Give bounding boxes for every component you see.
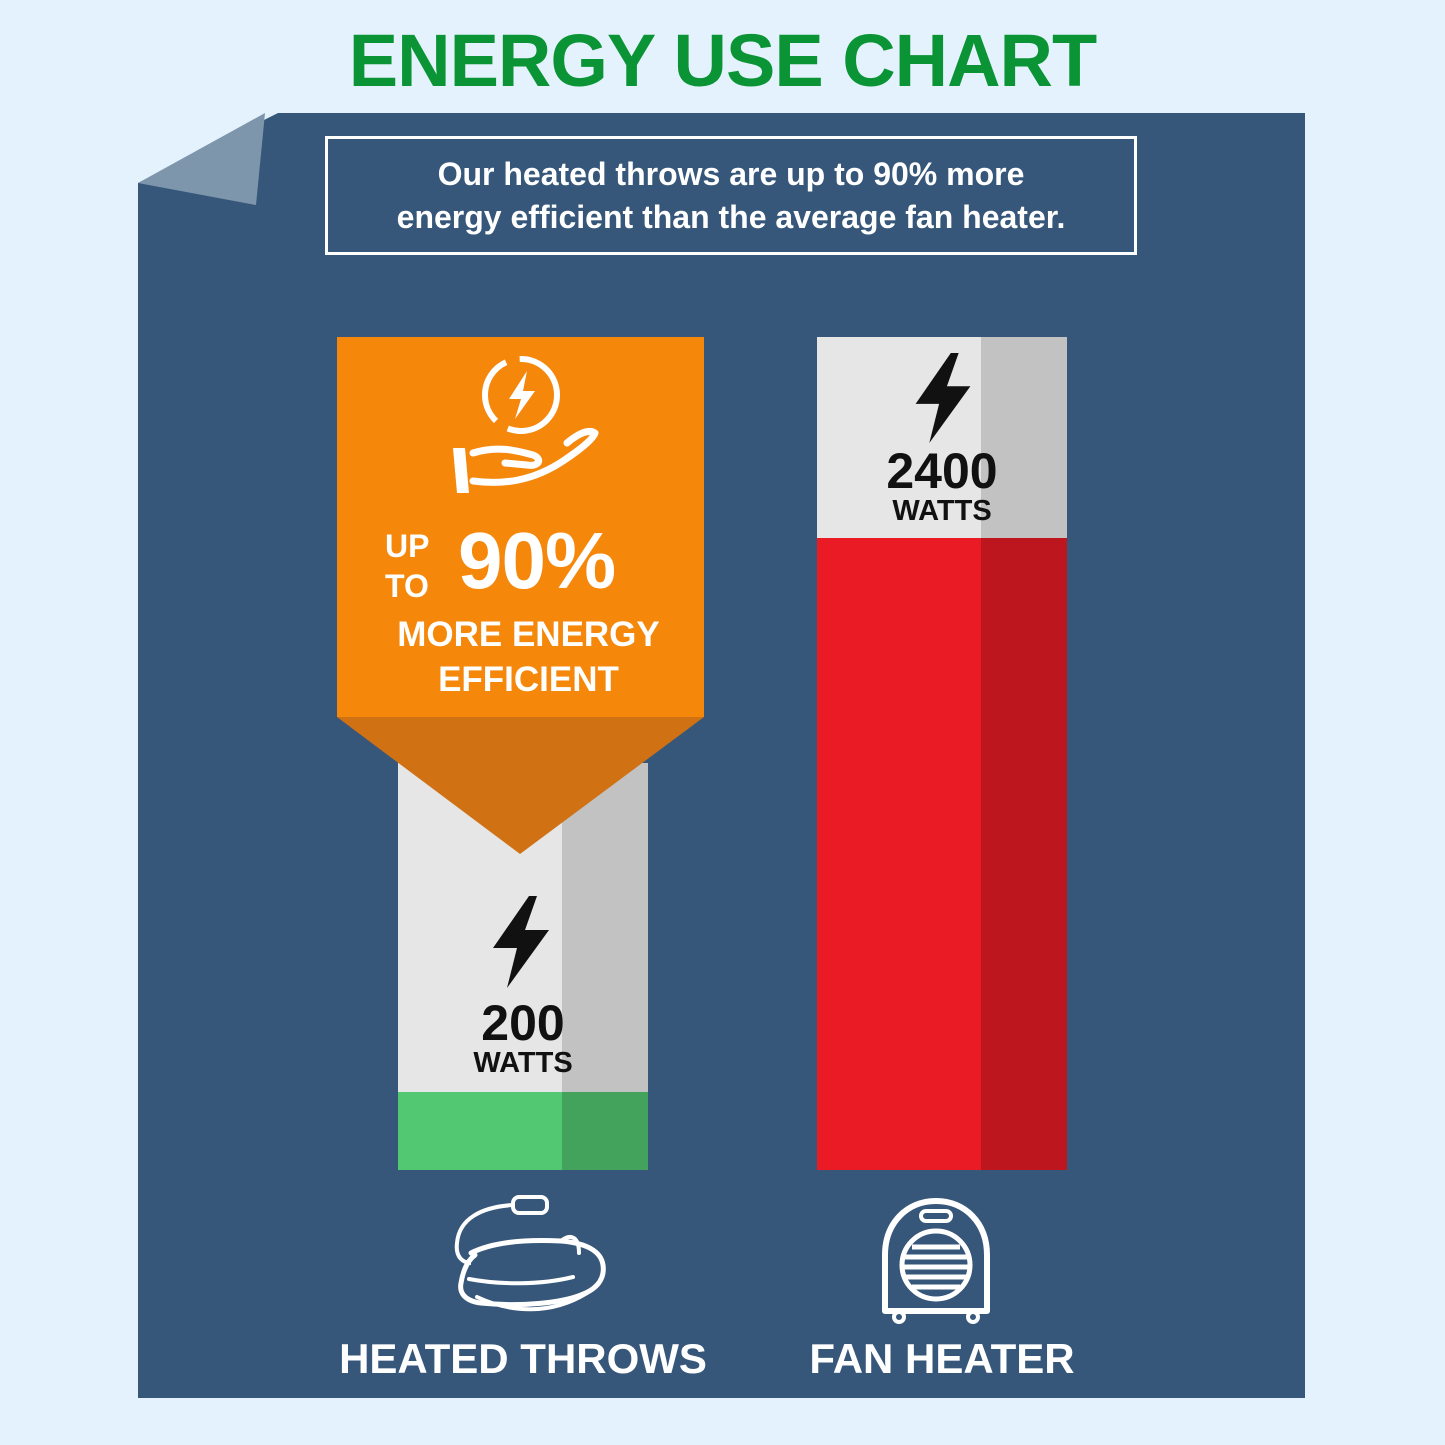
bolt-icon: [493, 896, 549, 988]
watt-readout-fan-heater: 2400 WATTS: [842, 446, 1042, 526]
badge-line-2: EFFICIENT: [438, 660, 619, 699]
bar-fill-heated-throws: [398, 1092, 648, 1170]
badge-line-1: MORE ENERGY: [397, 615, 660, 654]
category-label-heated-throws: HEATED THROWS: [339, 1335, 707, 1382]
banner-line-2: energy efficient than the average fan he…: [396, 199, 1066, 235]
efficiency-banner: Our heated throws are up to 90% more ene…: [325, 136, 1137, 255]
watt-unit: WATTS: [473, 1047, 573, 1079]
chart-board: Our heated throws are up to 90% more ene…: [138, 113, 1305, 1398]
bar-fill-fan-heater: [817, 538, 1067, 1170]
watt-value: 200: [481, 995, 565, 1051]
badge-percent: 90%: [458, 516, 616, 605]
bolt-icon: [915, 353, 971, 443]
page-fold-corner: [138, 113, 278, 205]
bar-fan-heater: [817, 337, 1067, 1170]
fan-heater-icon: [882, 1198, 990, 1324]
banner-line-1: Our heated throws are up to 90% more: [437, 156, 1025, 192]
watt-unit: WATTS: [892, 495, 992, 527]
badge-up: UP: [385, 528, 430, 564]
category-label-fan-heater: FAN HEATER: [809, 1335, 1075, 1382]
bar-heated-throws: [398, 763, 648, 1170]
heated-throw-icon: [454, 1195, 606, 1312]
watt-readout-heated-throws: 200 WATTS: [423, 998, 623, 1078]
efficiency-badge: [337, 337, 704, 854]
energy-saving-hand-icon: [453, 356, 599, 493]
chart-title: ENERGY USE CHART: [348, 19, 1097, 102]
badge-to: TO: [385, 568, 429, 604]
watt-value: 2400: [886, 443, 998, 499]
